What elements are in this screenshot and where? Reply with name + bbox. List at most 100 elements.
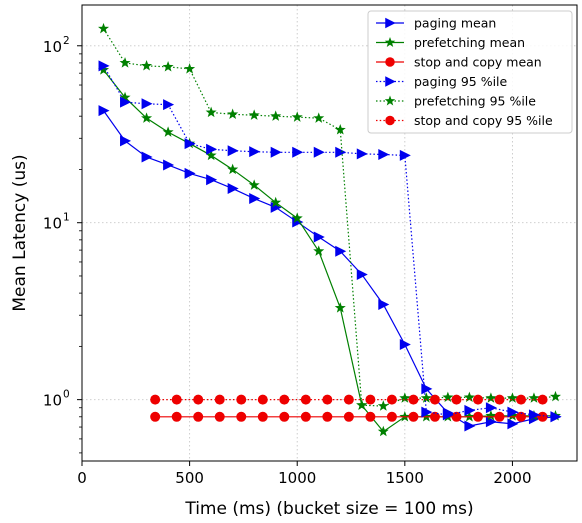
legend-entry: paging 95 %ile [414,74,508,89]
data-point [506,410,518,421]
data-point [141,98,153,110]
y-tick-exponent: 0 [63,389,70,401]
series-5 [150,394,548,405]
plot-frame [81,4,578,462]
legend-entry: stop and copy 95 %ile [414,113,553,128]
series-line [103,110,556,427]
data-point [249,193,261,205]
data-point [279,411,290,422]
data-point [451,411,462,422]
data-point [464,404,476,416]
data-point [386,394,397,405]
data-point [227,163,239,175]
data-point [537,394,548,405]
legend-entry: prefetching mean [414,35,525,50]
data-point [279,394,290,405]
data-point [365,411,376,422]
x-tick-label: 1000 [278,469,316,487]
legend-marker [384,36,396,47]
series-0 [98,105,562,432]
data-point [464,420,476,432]
data-point [334,124,346,135]
data-point [141,112,153,123]
x-axis-label: Time (ms) (bucket size = 100 ms) [184,499,473,519]
data-point [292,146,304,158]
data-point [429,394,440,405]
data-point [119,57,131,68]
data-point [356,148,368,160]
data-point [334,302,346,313]
data-point [507,406,519,418]
data-point [442,409,454,421]
series-layer [98,22,562,437]
legend-box [367,10,573,134]
data-point [485,402,497,414]
data-point [141,60,153,71]
data-point [98,64,110,75]
data-point [150,394,161,405]
data-point [205,106,217,118]
data-point [377,400,389,411]
data-point [248,179,260,190]
data-point [356,399,368,410]
data-point [163,99,175,111]
x-tick-label: 1500 [386,469,424,487]
y-tick-exponent: 2 [63,35,70,47]
data-point [343,411,354,422]
data-point [421,383,433,395]
y-tick-exponent: 1 [63,212,70,224]
data-point [184,167,196,179]
data-point [184,138,196,150]
data-point [227,108,239,119]
data-point [473,411,483,422]
data-point [270,110,282,121]
data-point [313,112,325,123]
data-point [485,392,497,403]
legend-marker [385,76,396,87]
data-point [377,425,389,437]
data-point [162,61,174,72]
legend-entry: prefetching 95 %ile [414,94,536,109]
data-point [528,392,540,403]
y-tick-label: 10 [43,392,62,410]
data-point [248,109,260,120]
data-point [313,231,325,243]
data-point [214,411,225,422]
data-point [429,411,440,422]
data-point [550,411,562,423]
data-point [399,149,411,161]
data-point [378,148,390,160]
data-point [300,411,311,422]
data-point [300,394,311,405]
y-tick-label: 10 [43,38,62,56]
data-point [442,391,454,403]
data-point [507,418,519,430]
data-point [485,410,497,421]
data-point [335,245,347,257]
legend-marker [385,115,395,126]
data-point [193,394,204,405]
data-point [120,135,132,147]
x-tick-label: 2000 [493,469,531,487]
data-point [120,96,132,108]
data-point [356,268,368,280]
data-point [98,105,110,117]
y-tick-label: 10 [43,215,62,233]
y-axis-label: Mean Latency (us) [10,154,30,311]
data-point [386,411,397,422]
data-point [227,145,239,157]
data-point [516,394,527,405]
data-point [163,159,175,171]
data-point [506,392,518,403]
data-point [171,411,182,422]
data-point [150,411,161,422]
data-point [206,174,218,186]
data-point [270,146,282,158]
data-point [206,143,218,155]
x-tick-label: 0 [77,469,87,487]
data-point [322,411,333,422]
data-point [537,411,548,422]
data-point [205,149,217,161]
